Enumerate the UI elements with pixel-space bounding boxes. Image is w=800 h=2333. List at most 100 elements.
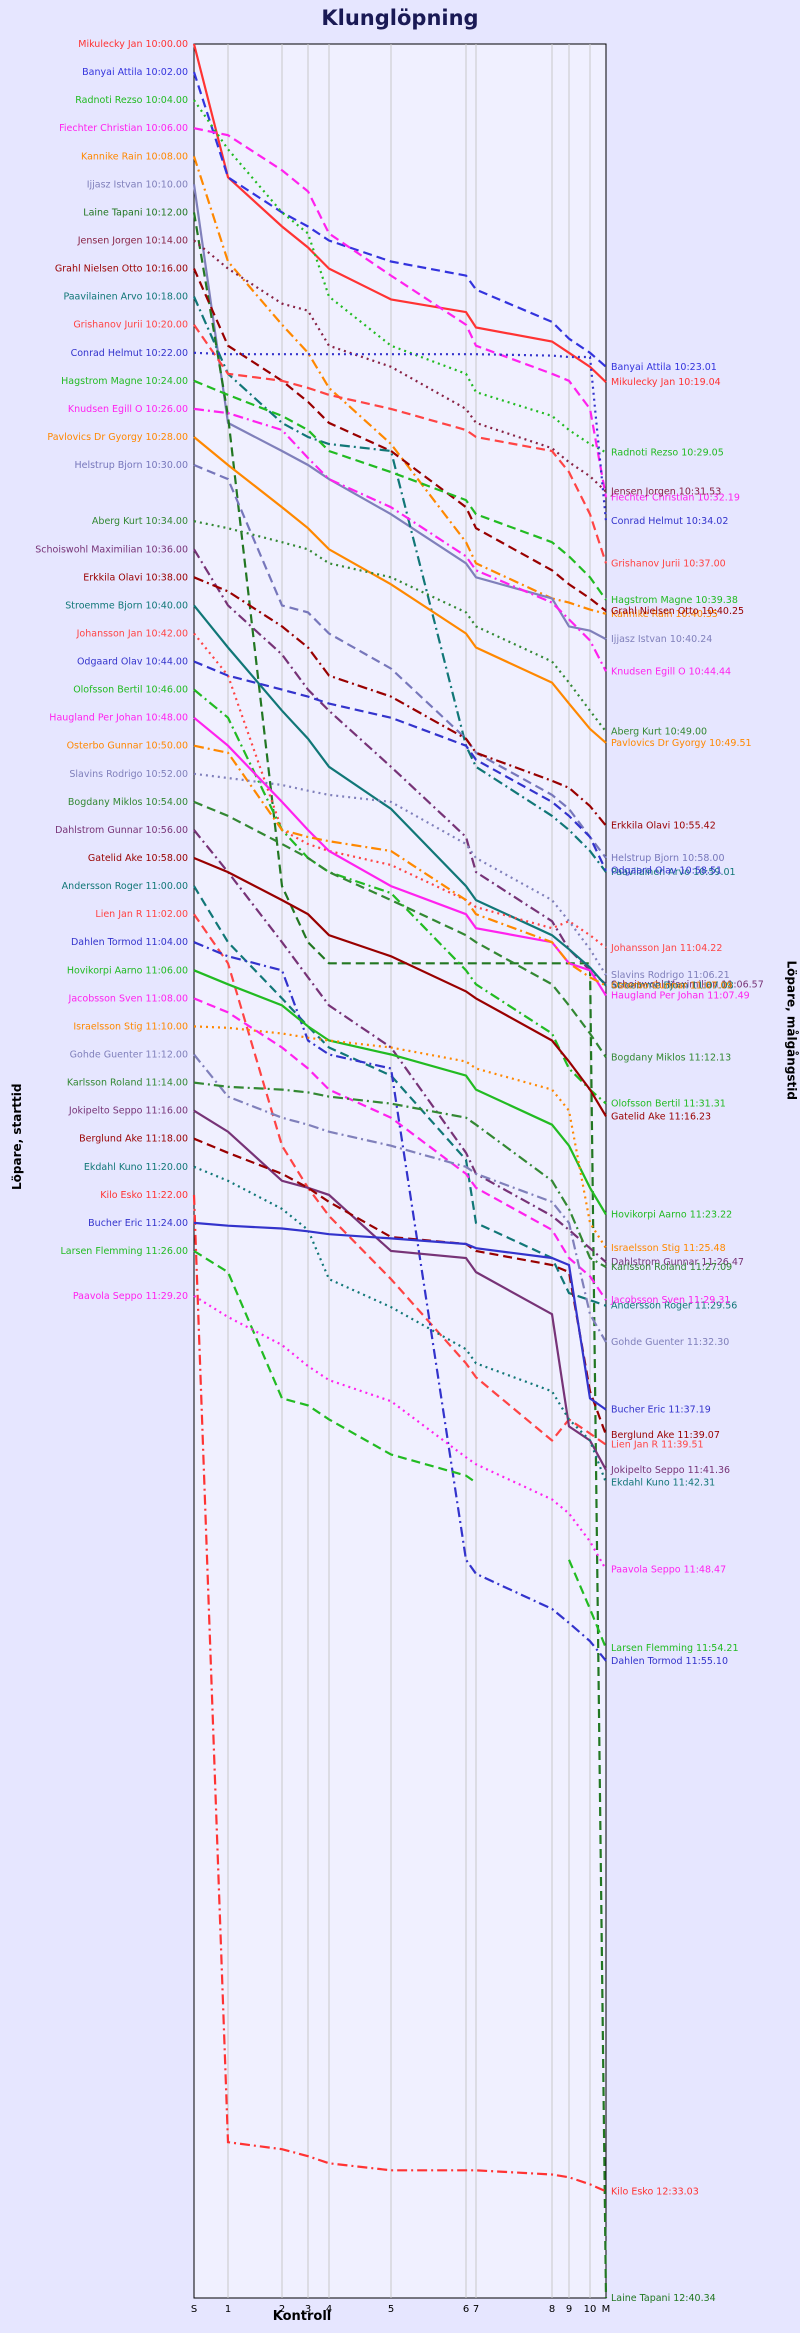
start-label: Bucher Eric 11:24.00 [88,1218,188,1229]
start-label: Kilo Esko 11:22.00 [100,1190,188,1201]
finish-label: Stroemme Bjorn 11:07.08 [611,981,734,992]
series-line [193,407,607,672]
finish-label: Banyai Attila 10:23.01 [611,362,717,373]
series-line [193,239,607,493]
finish-label: Israelsson Stig 11:25.48 [611,1243,726,1254]
start-label: Radnoti Rezso 10:04.00 [75,95,188,106]
x-tick-label: 8 [549,2304,555,2315]
start-label: Larsen Flemming 11:26.00 [60,1246,188,1257]
series-line [193,716,607,997]
start-label: Andersson Roger 11:00.00 [62,881,188,892]
finish-label: Aberg Kurt 10:49.00 [611,727,707,738]
finish-label: Berglund Ake 11:39.07 [611,1430,720,1441]
x-axis-label: Kontroll [272,2309,332,2324]
finish-label: Bogdany Miklos 11:12.13 [611,1052,731,1063]
series-line [193,941,607,1662]
start-label: Berglund Ake 11:18.00 [79,1134,188,1145]
series-line [193,576,607,827]
series-line [193,127,608,498]
finish-label: Mikulecky Jan 10:19.04 [611,377,721,388]
start-label: Knudsen Egill O 10:26.00 [68,404,188,415]
start-label: Jacobsson Sven 11:08.00 [68,993,188,1004]
finish-label: Lien Jan R 11:39.51 [611,1440,704,1451]
start-label: Stroemme Bjorn 10:40.00 [65,600,188,611]
finish-label: Grahl Nielsen Otto 10:40.25 [611,606,744,617]
finish-label: Odgaard Olav 10:58.51 [611,866,722,877]
start-label: Dahlen Tormod 11:04.00 [71,937,188,948]
start-label: Mikulecky Jan 10:00.00 [78,39,188,50]
start-label: Schoiswohl Maximilian 10:36.00 [35,544,188,555]
finish-label: Knudsen Egill O 10:44.44 [611,666,731,677]
series-line [193,660,607,872]
start-label: Ijjasz Istvan 10:10.00 [87,179,188,190]
x-tick-label: 1 [225,2304,231,2315]
start-label: Lien Jan R 11:02.00 [95,909,188,920]
start-label: Pavlovics Dr Gyorgy 10:28.00 [47,432,188,443]
series-line [193,324,608,564]
series-line [192,268,607,612]
start-label: Bogdany Miklos 10:54.00 [68,797,188,808]
start-label: Hovikorpi Aarno 11:06.00 [67,965,188,976]
series-line [193,997,607,1301]
plot-area [193,43,607,2299]
finish-label: Johansson Jan 11:04.22 [610,943,722,954]
series-line [193,1109,607,1471]
start-label: Dahlstrom Gunnar 10:56.00 [55,825,188,836]
finish-label: Schoiswohl Maximilian 11:06.57 [611,979,764,990]
finish-label: Fiechter Christian 10:32.19 [611,492,740,503]
finish-label: Haugland Per Johan 11:07.49 [611,991,750,1002]
start-label: Banyai Attila 10:02.00 [82,67,188,78]
start-label: Grahl Nielsen Otto 10:16.00 [55,264,188,275]
series-line [193,1165,608,1483]
x-tick-label: 10 [584,2304,597,2315]
start-label: Helstrup Bjorn 10:30.00 [74,460,188,471]
finish-label: Pavlovics Dr Gyorgy 10:49.51 [611,738,752,749]
start-label: Haugland Per Johan 10:48.00 [49,713,188,724]
finish-label: Jacobsson Sven 11:29.31 [610,1295,730,1306]
x-tick-label: 2 [279,2304,285,2315]
finish-label: Conrad Helmut 10:34.02 [611,516,728,527]
finish-label: Olofsson Bertil 11:31.31 [611,1099,726,1110]
series-line [193,604,607,987]
x-tick-label: S [191,2304,197,2315]
start-label: Kannike Rain 10:08.00 [81,151,188,162]
series-line [193,688,607,1105]
finish-label: Ekdahl Kuno 11:42.31 [611,1478,715,1489]
series-line [193,520,607,733]
finish-label: Radnoti Rezso 10:29.05 [611,447,724,458]
start-label: Osterbo Gunnar 10:50.00 [67,741,188,752]
series-line [193,800,607,1058]
series-line [193,351,608,522]
start-label: Erkkila Olavi 10:38.00 [83,572,188,583]
finish-label: Kannike Rain 10:40.35 [611,609,718,620]
x-tick-label: 5 [388,2304,394,2315]
finish-label: Gohde Guenter 11:32.30 [611,1337,729,1348]
start-label: Jensen Jorgen 10:14.00 [77,235,188,246]
x-tick-label: M [602,2304,611,2315]
finish-label: Paavola Seppo 11:48.47 [611,1565,726,1576]
start-label: Laine Tapani 10:12.00 [83,207,188,218]
finish-label: Erkkila Olavi 10:55.42 [611,821,716,832]
x-tick-label: 3 [305,2304,311,2315]
finish-label: Dahlen Tormod 11:55.10 [611,1656,728,1667]
finish-label: Andersson Roger 11:29.56 [611,1301,737,1312]
start-label: Odgaard Olav 10:44.00 [77,657,188,668]
series-line [192,43,607,383]
series-line [193,99,607,454]
finish-label: Karlsson Roland 11:27.09 [611,1262,732,1273]
finish-label: Bucher Eric 11:37.19 [611,1405,711,1416]
start-label: Ekdahl Kuno 11:20.00 [84,1162,188,1173]
start-label: Grishanov Jurii 10:20.00 [73,320,188,331]
series-line [193,379,607,601]
x-tick-label: 4 [326,2304,332,2315]
start-label: Aberg Kurt 10:34.00 [92,516,188,527]
series-line [193,632,607,949]
start-label: Fiechter Christian 10:06.00 [59,123,188,134]
finish-label: Gatelid Ake 11:16.23 [611,1111,711,1122]
series-line [193,1221,607,1411]
series-line [193,829,607,1264]
series-line [193,1053,607,1343]
series-line [193,463,607,859]
start-label: Karlsson Roland 11:14.00 [67,1078,188,1089]
